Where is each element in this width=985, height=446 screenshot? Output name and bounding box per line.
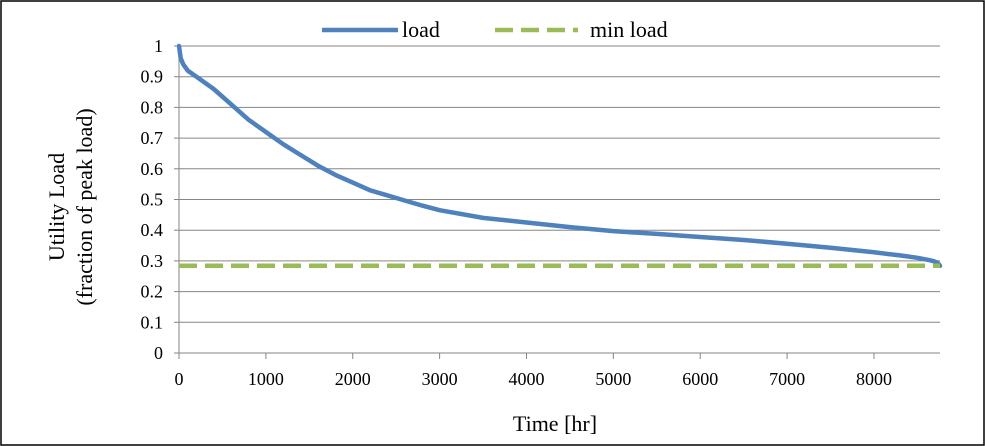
legend-label-min-load: min load [590, 17, 668, 42]
y-tick-label: 0.3 [141, 251, 164, 271]
x-tick-label: 8000 [856, 369, 892, 389]
legend: load min load [322, 17, 668, 42]
y-tick-label: 0.5 [141, 190, 164, 210]
y-tick-label: 0.6 [141, 159, 164, 179]
y-tick-label: 0 [154, 343, 163, 363]
y-tick-label: 0.1 [141, 312, 164, 332]
y-tick-label: 0.9 [141, 67, 164, 87]
x-tick-label: 2000 [335, 369, 371, 389]
y-axis-title: Utility Load (fraction of peak load) [44, 108, 97, 305]
axes: 0 0.1 0.2 0.3 0.4 0.5 0.6 0.7 0.8 0.9 1 0 1000 2000 30… [141, 36, 940, 389]
y-axis-title-line2: (fraction of peak load) [72, 108, 97, 305]
y-tick-label: 0.8 [141, 97, 164, 117]
y-tick-label: 0.7 [141, 128, 164, 148]
series-lines [176, 43, 943, 269]
gridlines [179, 45, 940, 323]
x-tick-label: 3000 [422, 369, 458, 389]
y-tick-label: 1 [154, 36, 163, 56]
y-tick-label: 0.4 [141, 220, 164, 240]
x-tick-label: 6000 [682, 369, 718, 389]
y-axis-title-line1: Utility Load [44, 153, 69, 261]
x-axis-title: Time [hr] [513, 411, 597, 436]
x-tick-label: 4000 [508, 369, 544, 389]
x-tick-label: 5000 [595, 369, 631, 389]
y-tick-label: 0.2 [141, 282, 164, 302]
x-tick-label: 0 [175, 369, 184, 389]
x-tick-label: 1000 [248, 369, 284, 389]
series-line-load [176, 43, 943, 269]
x-tick-label: 7000 [769, 369, 805, 389]
legend-label-load: load [402, 17, 440, 42]
